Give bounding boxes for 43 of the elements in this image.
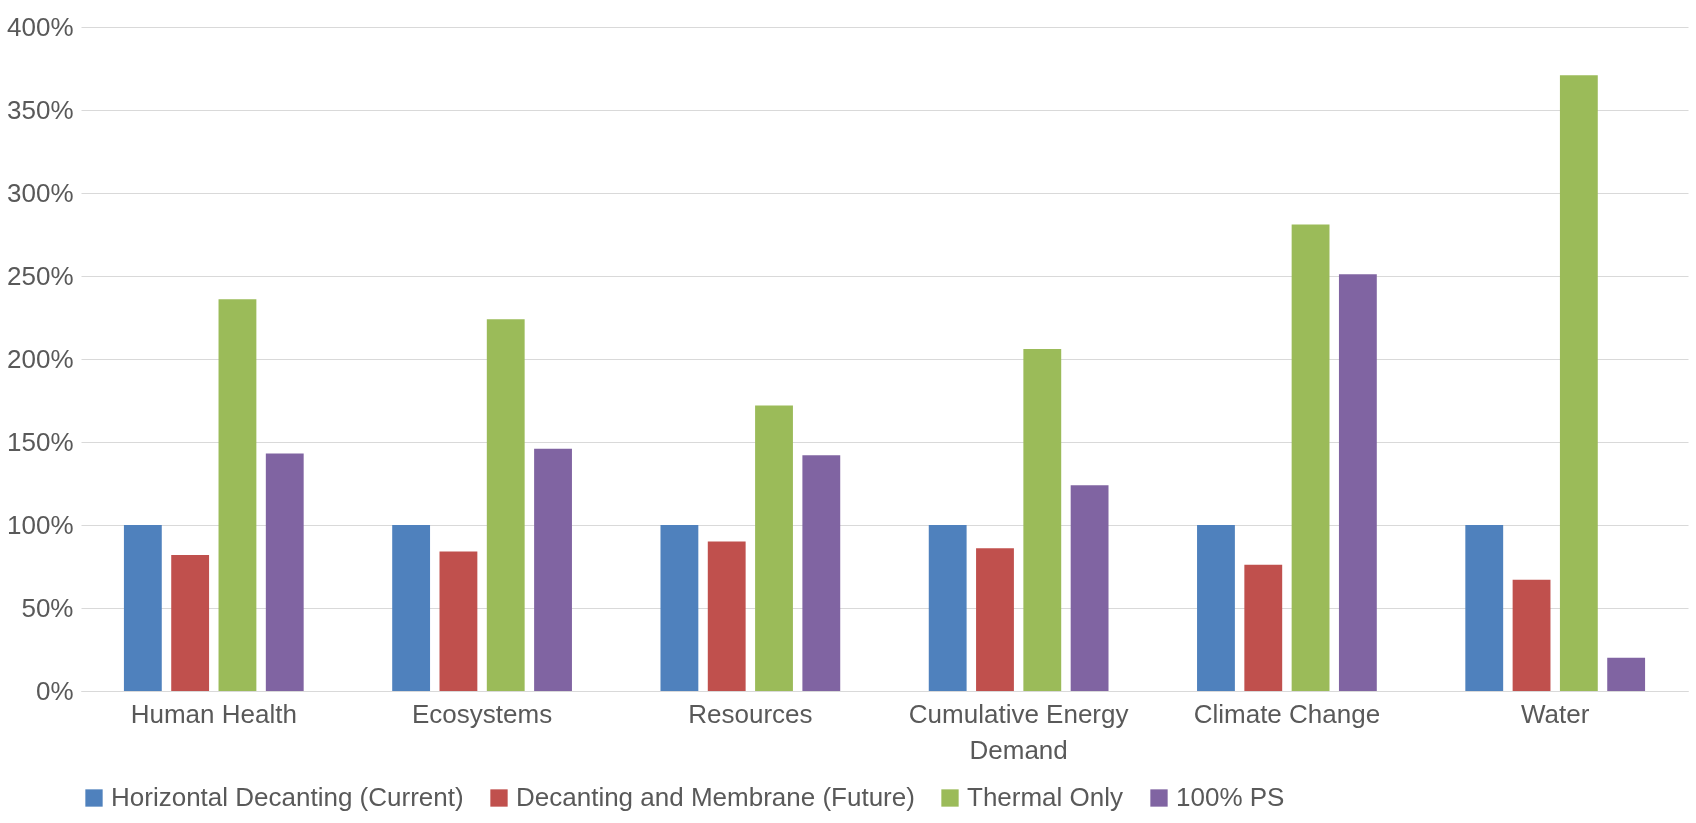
y-tick-label: 0% (35, 675, 74, 706)
bar (171, 554, 210, 691)
x-tick-label: Cumulative Energy Demand (908, 698, 1129, 765)
bar (1607, 657, 1646, 691)
bar (534, 448, 572, 691)
y-tick-label: 400% (7, 11, 74, 42)
y-tick-label: 350% (7, 94, 74, 125)
legend-label: Decanting and Membrane (Future) (516, 782, 915, 812)
bar (439, 551, 478, 691)
bar (392, 525, 431, 691)
bar (1070, 485, 1109, 691)
y-tick-label: 50% (21, 592, 74, 623)
y-tick-label: 250% (7, 260, 74, 291)
bar (486, 319, 525, 691)
bar (976, 548, 1014, 691)
bar (928, 525, 967, 691)
bar (218, 299, 257, 691)
bar (802, 455, 841, 691)
bar (1291, 224, 1330, 691)
bar (1512, 579, 1551, 691)
bar (660, 525, 699, 691)
bar (1244, 564, 1283, 691)
y-tick-label: 100% (7, 509, 74, 540)
bar (707, 541, 746, 691)
x-tick-label: Climate Change (1193, 698, 1381, 729)
bar (1197, 525, 1235, 691)
bar (755, 405, 793, 691)
x-tick-label: Human Health (130, 698, 297, 729)
legend-label: Horizontal Decanting (Current) (111, 782, 464, 812)
y-tick-label: 300% (7, 177, 74, 208)
y-tick-label: 150% (7, 426, 74, 457)
bar (123, 525, 162, 691)
bar (1023, 349, 1062, 691)
x-tick-label: Ecosystems (412, 698, 553, 729)
bar (1559, 75, 1598, 691)
x-tick-label: Water (1521, 698, 1590, 729)
bar (265, 453, 304, 691)
y-tick-label: 200% (7, 343, 74, 374)
bar (1338, 274, 1377, 691)
legend-label: 100% PS (1176, 782, 1285, 812)
bar (1465, 525, 1504, 691)
x-tick-label: Resources (688, 698, 813, 729)
legend-label: Thermal Only (967, 782, 1124, 812)
